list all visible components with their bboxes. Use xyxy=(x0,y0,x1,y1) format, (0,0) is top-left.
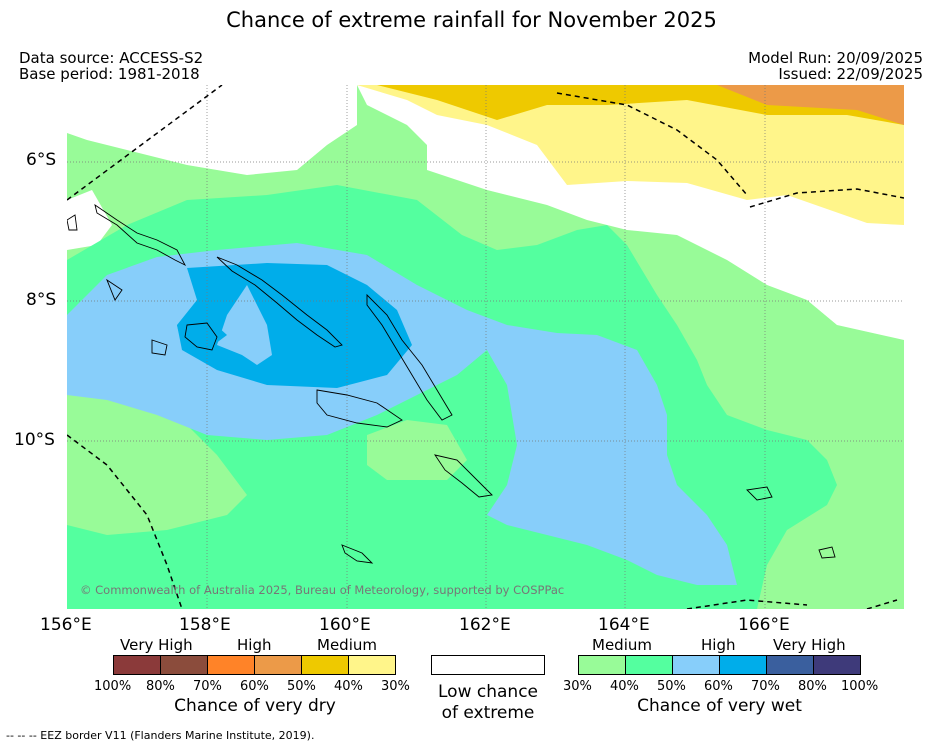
data-source: Data source: ACCESS-S2 xyxy=(19,49,204,67)
dry-swatch-4 xyxy=(254,655,302,675)
wet-swatch-1 xyxy=(578,655,626,675)
lon-label-156e: 156°E xyxy=(40,615,92,635)
eez-border xyxy=(67,85,904,609)
dry-swatch-3 xyxy=(207,655,255,675)
wet-high-inlet xyxy=(217,285,272,365)
dry-swatch-1 xyxy=(113,655,161,675)
wet-level-very-high: Very High xyxy=(773,636,846,654)
model-run: Model Run: 20/09/2025 xyxy=(748,49,923,67)
lon-label-160e: 160°E xyxy=(319,615,371,635)
lat-label-8s: 8°S xyxy=(26,290,57,310)
run-info: Model Run: 20/09/2025 Issued: 22/09/2025 xyxy=(748,50,923,82)
low-chance-caption: Low chance of extreme xyxy=(423,682,553,724)
source-info: Data source: ACCESS-S2 Base period: 1981… xyxy=(19,50,203,82)
dry-swatch-6 xyxy=(348,655,396,675)
wet-swatch-4 xyxy=(719,655,767,675)
lat-label-10s: 10°S xyxy=(14,430,55,450)
low-chance-caption-line2: of extreme xyxy=(441,703,535,723)
dry-swatch-2 xyxy=(160,655,208,675)
dry-swatch-5 xyxy=(301,655,349,675)
dry-high-zone xyxy=(517,85,904,125)
dry-tick: 70% xyxy=(193,679,222,694)
lon-label-164e: 164°E xyxy=(598,615,650,635)
dry-tick: 40% xyxy=(334,679,363,694)
wet-swatch-3 xyxy=(672,655,720,675)
wet-high-west-patch xyxy=(177,317,227,350)
low-chance-caption-line1: Low chance xyxy=(438,682,538,702)
wet-tick: 60% xyxy=(704,679,733,694)
coastlines xyxy=(67,203,836,564)
wet-swatch-5 xyxy=(766,655,814,675)
dry-tick: 80% xyxy=(146,679,175,694)
base-period: Base period: 1981-2018 xyxy=(19,65,200,83)
map-title: Chance of extreme rainfall for November … xyxy=(226,8,717,32)
low-chance-zone-west xyxy=(67,190,112,250)
wet-high-zone xyxy=(177,263,412,388)
lon-label-162e: 162°E xyxy=(459,615,511,635)
dry-level-high: High xyxy=(237,636,272,654)
lon-label-158e: 158°E xyxy=(179,615,231,635)
wet-caption: Chance of very wet xyxy=(637,696,802,716)
wet-level-medium: Medium xyxy=(592,636,652,654)
wet-tick: 30% xyxy=(563,679,592,694)
wet-swatch-2 xyxy=(625,655,673,675)
low-chance-zone-nw xyxy=(67,85,357,175)
dry-tick: 30% xyxy=(381,679,410,694)
wet-tick: 80% xyxy=(798,679,827,694)
issued-date: Issued: 22/09/2025 xyxy=(778,65,923,83)
dry-caption: Chance of very dry xyxy=(174,696,336,716)
wet-tick: 40% xyxy=(610,679,639,694)
wet-swatch-6 xyxy=(813,655,861,675)
wet-tick: 50% xyxy=(657,679,686,694)
dry-level-medium: Medium xyxy=(317,636,377,654)
dry-tick: 60% xyxy=(240,679,269,694)
eez-footnote: -- -- -- EEZ border V11 (Flanders Marine… xyxy=(6,729,315,742)
wet-tick: 70% xyxy=(751,679,780,694)
lon-label-166e: 166°E xyxy=(738,615,790,635)
wet-tick: 100% xyxy=(841,679,879,694)
low-chance-swatch xyxy=(431,655,545,675)
dry-tick: 50% xyxy=(287,679,316,694)
rainfall-map: © Commonwealth of Australia 2025, Bureau… xyxy=(67,85,904,609)
graticule xyxy=(67,85,904,609)
dry-medium-low-zone xyxy=(357,85,904,225)
copyright-notice: © Commonwealth of Australia 2025, Bureau… xyxy=(80,583,564,597)
dry-level-very-high: Very High xyxy=(120,636,193,654)
dry-tick: 100% xyxy=(94,679,132,694)
lat-label-6s: 6°S xyxy=(26,150,57,170)
wet-level-high: High xyxy=(701,636,736,654)
